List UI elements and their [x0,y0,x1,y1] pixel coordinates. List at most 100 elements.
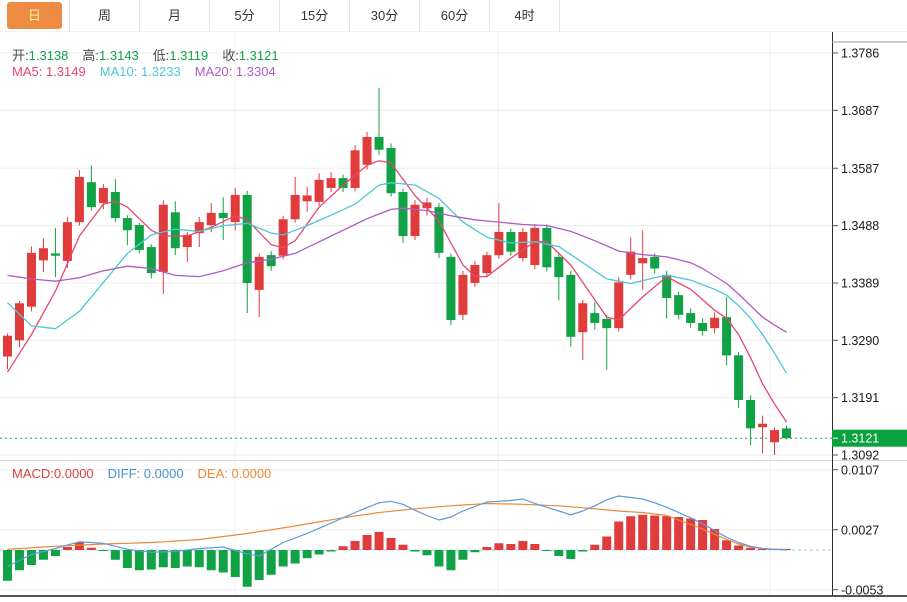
close-value: 收:1.3121 [222,48,279,63]
macd-bar [698,520,708,550]
dea-line [7,502,787,550]
high-value: 高:1.3143 [82,48,139,63]
tab-day[interactable]: 日 [0,0,70,32]
macd-bar [650,515,660,550]
price-tick-label: 1.3191 [841,391,879,405]
candle-body [158,204,168,272]
candle-body [578,303,588,333]
candle-body [146,247,156,274]
candle-body [230,194,240,223]
macd-tick-label: -0.0053 [841,583,883,597]
macd-tick-label: 0.0027 [841,523,879,537]
macd-bar [554,550,564,556]
macd-bar [26,550,36,565]
candle-body [482,255,492,274]
tab-label: 60分 [440,8,469,23]
tab-label: 15分 [300,8,329,23]
candle-body [506,231,516,252]
candle-body [566,274,576,337]
tab-5min[interactable]: 5分 [210,0,280,32]
macd-bar [482,547,492,550]
candle-body [494,231,504,256]
macd-bar [662,516,672,550]
macd-bar [446,550,456,571]
macd-bar [746,547,756,550]
current-price-tag [832,429,907,447]
macd-bar [518,541,528,550]
price-tick-label: 1.3587 [841,162,879,176]
macd-legend: MACD:0.0000 DIFF: 0.0000 DEA: 0.0000 [12,466,285,481]
candle-body [182,234,192,248]
candle-body [602,318,612,329]
candle-body [302,195,312,202]
macd-bar [578,550,588,552]
candle-body [374,136,384,150]
candle-body [278,219,288,256]
candle-body [734,355,744,400]
candle-body [350,150,360,188]
ohlc-legend: 开:1.3138 高:1.3143 低:1.3119 收:1.3121 [12,45,293,64]
candle-body [62,222,72,261]
candle-body [458,274,468,315]
candle-body [134,225,144,250]
macd-bar [626,516,636,550]
candle-body [206,212,216,226]
macd-bar [110,550,120,560]
candle-body [74,176,84,223]
candle-body [86,182,96,208]
candle-body [410,204,420,237]
candle-body [434,207,444,253]
macd-bar [686,518,696,550]
candle-body [110,192,120,219]
ma10-value: MA10: 1.3233 [99,64,181,79]
ma5-value: MA5: 1.3149 [12,64,86,79]
tab-30min[interactable]: 30分 [350,0,420,32]
macd-bar [242,550,252,587]
candle-body [218,212,228,219]
candle-body [770,430,780,443]
candle-body [554,256,564,278]
macd-value: MACD:0.0000 [12,466,94,481]
tab-month[interactable]: 月 [140,0,210,32]
price-tick-label: 1.3092 [841,449,879,463]
candle-body [710,317,720,329]
candle-body [518,231,528,259]
macd-bar [170,550,180,568]
price-tick-label: 1.3786 [841,47,879,61]
macd-bar [410,550,420,552]
macd-bar [398,544,408,550]
tabbar-spacer [560,0,907,31]
ma20-value: MA20: 1.3304 [194,64,276,79]
price-tick-label: 1.3488 [841,219,879,233]
candle-body [338,178,348,188]
candle-body [26,252,36,307]
macd-bar [338,546,348,550]
tab-label: 4时 [514,8,535,23]
candle-body [290,194,300,220]
macd-bar [638,514,648,550]
candle-body [674,295,684,315]
macd-bar [494,543,504,550]
tab-label: 月 [167,8,181,23]
candle-body [446,256,456,321]
candle-body [686,313,696,323]
tab-week[interactable]: 周 [70,0,140,32]
tab-15min[interactable]: 15分 [280,0,350,32]
macd-bar [314,550,324,555]
macd-bar [3,550,12,581]
macd-bar [134,550,144,571]
tab-60min[interactable]: 60分 [420,0,490,32]
ma20-line [7,207,787,333]
candle-body [626,251,636,275]
candle-body [122,218,132,231]
macd-bar [506,544,516,550]
tab-4hour[interactable]: 4时 [490,0,560,32]
candle-body [314,179,324,202]
macd-bar [218,550,228,573]
macd-bar [206,550,216,571]
open-value: 开:1.3138 [12,48,69,63]
dea-value: DEA: 0.0000 [197,466,272,481]
macd-bar [50,550,60,556]
ma-legend: MA5: 1.3149 MA10: 1.3233 MA20: 1.3304 [12,64,290,79]
candle-body [362,136,372,165]
